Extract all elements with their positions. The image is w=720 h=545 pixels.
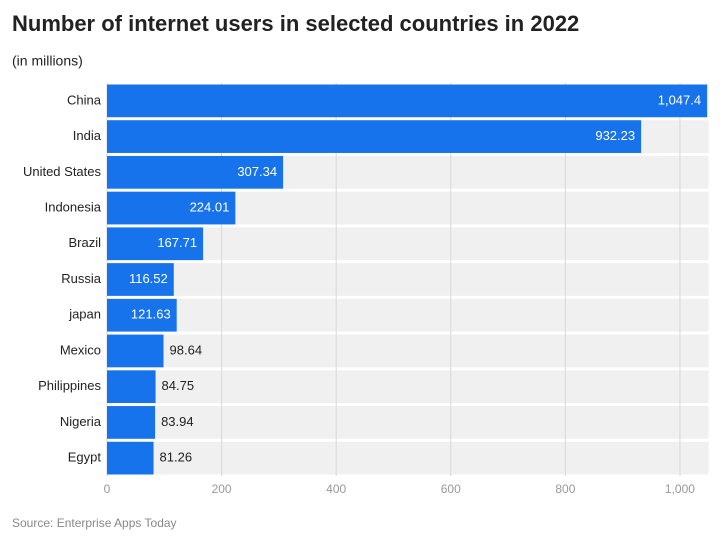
y-tick-label: India xyxy=(73,128,102,143)
value-label: 81.26 xyxy=(160,450,193,465)
bar xyxy=(107,298,177,332)
bar xyxy=(107,227,204,261)
bars xyxy=(107,84,708,475)
y-tick-label: japan xyxy=(68,307,101,322)
value-label: 167.71 xyxy=(157,235,197,250)
y-tick-label: China xyxy=(67,92,102,107)
row-band xyxy=(107,370,709,404)
bar xyxy=(107,84,708,118)
bar xyxy=(107,120,642,153)
row-band xyxy=(107,334,709,368)
value-label: 932.23 xyxy=(595,128,635,143)
chart-subtitle: (in millions) xyxy=(12,53,83,69)
bar xyxy=(107,263,174,296)
x-tick-label: 1,000 xyxy=(665,482,695,496)
y-tick-label: Nigeria xyxy=(60,414,102,429)
x-tick-label: 800 xyxy=(555,482,575,496)
bar xyxy=(107,155,284,189)
bar xyxy=(107,406,156,439)
x-tick-label: 400 xyxy=(326,482,346,496)
value-label: 84.75 xyxy=(162,378,195,393)
x-tick-label: 0 xyxy=(104,482,111,496)
y-tick-label: Egypt xyxy=(68,450,102,465)
bar xyxy=(107,191,236,225)
y-tick-label: Indonesia xyxy=(45,199,102,214)
row-band xyxy=(107,406,709,439)
y-tick-label: Mexico xyxy=(60,342,101,357)
x-tick-label: 600 xyxy=(441,482,461,496)
row-band xyxy=(107,263,709,296)
value-label: 307.34 xyxy=(237,164,277,179)
row-band xyxy=(107,227,709,261)
x-tick-label: 200 xyxy=(212,482,232,496)
row-band xyxy=(107,441,709,475)
value-label: 116.52 xyxy=(129,271,168,286)
y-tick-label: Brazil xyxy=(68,235,101,250)
value-label: 224.01 xyxy=(190,199,230,214)
row-band xyxy=(107,298,709,332)
chart-title: Number of internet users in selected cou… xyxy=(12,11,579,36)
bar xyxy=(107,441,154,475)
value-label: 121.63 xyxy=(131,307,171,322)
y-tick-label: United States xyxy=(23,164,102,179)
y-tick-label: Russia xyxy=(61,271,102,286)
source-note: Source: Enterprise Apps Today xyxy=(12,516,177,530)
bar xyxy=(107,370,156,404)
value-label: 83.94 xyxy=(161,414,194,429)
value-label: 1,047.4 xyxy=(658,92,701,107)
y-tick-label: Philippines xyxy=(38,378,101,393)
value-label: 98.64 xyxy=(170,342,203,357)
bar xyxy=(107,334,164,368)
